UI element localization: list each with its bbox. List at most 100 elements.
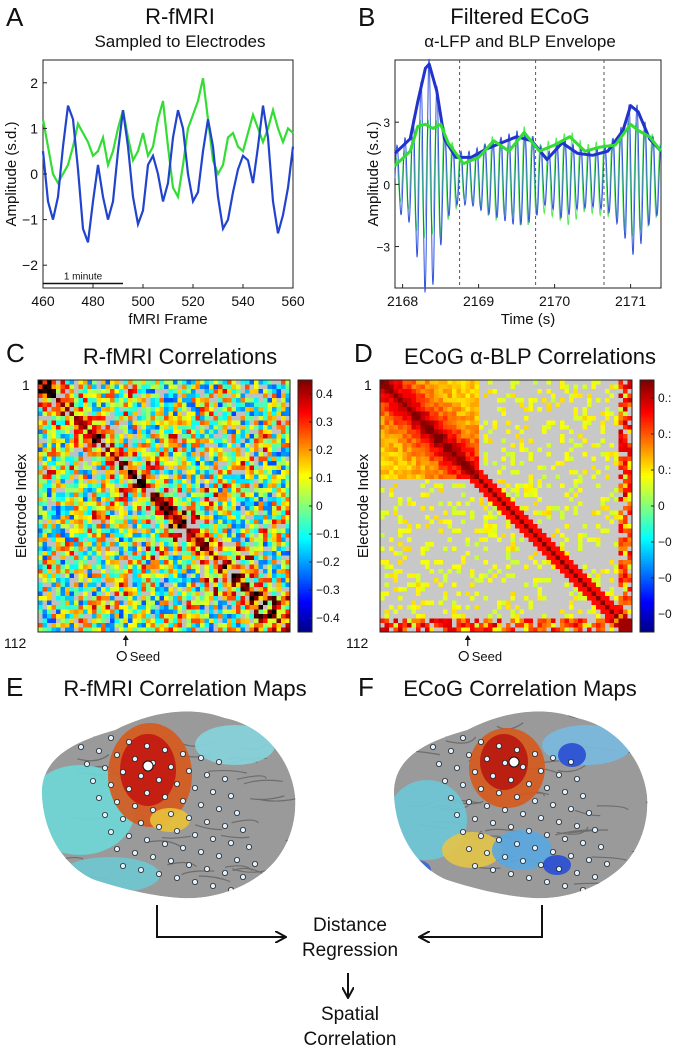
heatmap-cell [164,484,169,489]
heatmap-cell [61,394,66,399]
heatmap-cell [511,502,516,507]
heatmap-cell [389,452,394,457]
heatmap-cell [137,533,142,538]
heatmap-cell [200,466,205,471]
heatmap-cell [56,488,61,493]
heatmap-cell [250,457,255,462]
heatmap-cell [254,430,259,435]
heatmap-cell [529,412,534,417]
heatmap-cell [106,461,111,466]
heatmap-cell [61,533,66,538]
heatmap-cell [416,389,421,394]
heatmap-cell [448,502,453,507]
heatmap-cell [214,547,219,552]
heatmap-cell [52,448,57,453]
heatmap-cell [146,403,151,408]
heatmap-cell [227,511,232,516]
heatmap-cell [218,439,223,444]
heatmap-cell [430,448,435,453]
heatmap-cell [241,542,246,547]
heatmap-cell [160,623,165,628]
heatmap-cell [110,583,115,588]
heatmap-cell [101,448,106,453]
heatmap-cell [119,538,124,543]
heatmap-cell [259,610,264,615]
heatmap-cell [119,421,124,426]
heatmap-cell [182,610,187,615]
heatmap-cell [281,416,286,421]
heatmap-cell [268,524,273,529]
heatmap-cell [430,416,435,421]
heatmap-cell [47,475,52,480]
heatmap-cell [97,547,102,552]
heatmap-cell [56,506,61,511]
heatmap-cell [443,425,448,430]
heatmap-cell [263,515,268,520]
heatmap-cell [164,439,169,444]
heatmap-cell [241,412,246,417]
heatmap-cell [205,434,210,439]
heatmap-cell [160,533,165,538]
heatmap-cell [403,452,408,457]
heatmap-cell [47,389,52,394]
heatmap-cell [578,434,583,439]
heatmap-cell [443,470,448,475]
heatmap-cell [236,389,241,394]
heatmap-cell [218,506,223,511]
heatmap-cell [88,457,93,462]
heatmap-cell [232,565,237,570]
heatmap-cell [133,610,138,615]
heatmap-cell [443,497,448,502]
heatmap-cell [254,443,259,448]
heatmap-cell [196,466,201,471]
heatmap-cell [281,583,286,588]
heatmap-cell [169,434,174,439]
heatmap-cell [394,389,399,394]
heatmap-cell [263,610,268,615]
heatmap-cell [124,443,129,448]
heatmap-cell [119,484,124,489]
heatmap-cell [511,403,516,408]
heatmap-cell [268,394,273,399]
heatmap-cell [592,479,597,484]
heatmap-cell [241,398,246,403]
heatmap-cell [79,547,84,552]
heatmap-cell [214,412,219,417]
heatmap-cell [218,425,223,430]
heatmap-cell [587,421,592,426]
heatmap-cell [434,394,439,399]
heatmap-cell [142,484,147,489]
heatmap-cell [254,434,259,439]
heatmap-cell [398,416,403,421]
heatmap-cell [439,506,444,511]
heatmap-cell [263,502,268,507]
heatmap-cell [236,551,241,556]
heatmap-cell [551,389,556,394]
heatmap-cell [488,389,493,394]
heatmap-cell [52,425,57,430]
heatmap-cell [218,578,223,583]
heatmap-cell [146,556,151,561]
heatmap-cell [124,614,129,619]
heatmap-cell [272,551,277,556]
heatmap-cell [164,434,169,439]
heatmap-cell [277,520,282,525]
heatmap-cell [227,461,232,466]
heatmap-cell [425,385,430,390]
heatmap-cell [61,430,66,435]
heatmap-cell [511,448,516,453]
heatmap-cell [115,506,120,511]
heatmap-cell [187,623,192,628]
heatmap-cell [511,380,516,385]
heatmap-cell [47,587,52,592]
heatmap-cell [187,416,192,421]
heatmap-cell [245,556,250,561]
heatmap-cell [187,439,192,444]
heatmap-cell [182,412,187,417]
heatmap-cell [97,434,102,439]
heatmap-cell [241,529,246,534]
heatmap-cell [380,416,385,421]
heatmap-cell [182,524,187,529]
heatmap-cell [565,475,570,480]
heatmap-cell [583,466,588,471]
